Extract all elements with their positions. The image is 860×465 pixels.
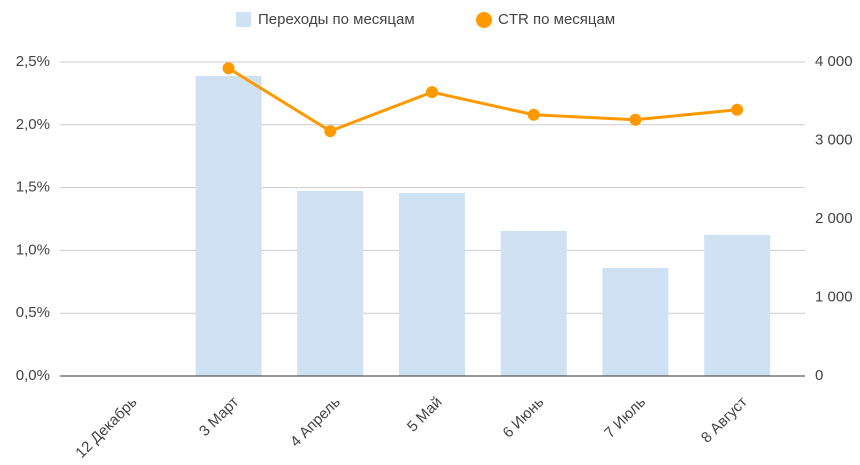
- x-tick-label: 5 Май: [404, 394, 446, 436]
- y2-tick-label: 1 000: [815, 288, 853, 305]
- y-tick-label: 0,5%: [16, 304, 50, 321]
- x-tick-label: 12 Декабрь: [72, 393, 140, 461]
- y2-tick-label: 2 000: [815, 210, 853, 227]
- y2-tick-label: 3 000: [815, 131, 853, 148]
- x-tick-label: 3 Март: [196, 394, 242, 440]
- x-tick-label: 8 Август: [698, 394, 751, 447]
- point: [426, 86, 438, 99]
- y2-tick-label: 4 000: [815, 53, 853, 70]
- bar: [500, 231, 567, 376]
- point: [629, 113, 642, 126]
- x-tick-label: 7 Июль: [601, 393, 649, 441]
- y-tick-label: 2,5%: [16, 53, 50, 70]
- x-tick-label: 6 Июнь: [500, 393, 548, 441]
- y-tick-label: 1,5%: [16, 179, 50, 196]
- legend-label: Переходы по месяцам: [258, 11, 415, 28]
- legend-swatch: [476, 12, 492, 28]
- bar: [297, 190, 364, 376]
- point: [324, 125, 337, 138]
- point: [222, 62, 235, 75]
- point: [731, 103, 744, 116]
- y-tick-label: 0,0%: [16, 367, 50, 384]
- legend-label: CTR по месяцам: [498, 11, 615, 28]
- point: [527, 108, 540, 121]
- y2-tick-label: 0: [815, 367, 823, 384]
- x-tick-label: 4 Апрель: [287, 393, 344, 450]
- y-tick-label: 2,0%: [16, 116, 50, 133]
- bar: [195, 75, 262, 377]
- line: [227, 67, 738, 133]
- bar: [602, 267, 669, 376]
- bar: [704, 235, 771, 376]
- legend-swatch: [236, 12, 251, 27]
- bar: [399, 193, 465, 376]
- y-tick-label: 1,0%: [16, 241, 50, 258]
